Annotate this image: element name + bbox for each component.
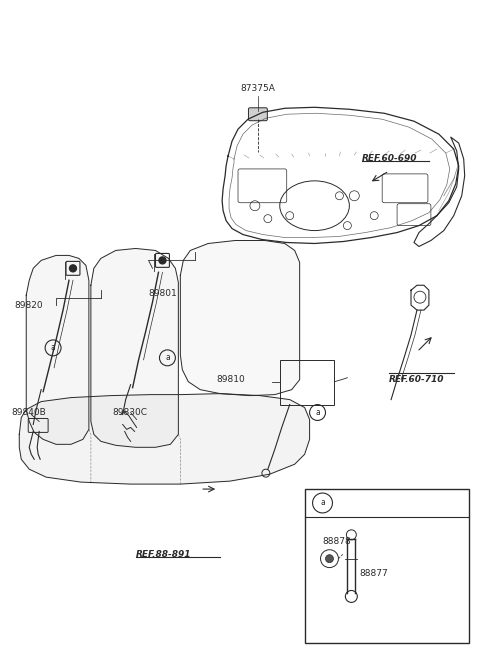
Text: REF.60-690: REF.60-690 [362,154,418,163]
Circle shape [325,555,334,562]
Text: 89801: 89801 [148,288,177,298]
Text: 89820: 89820 [14,301,43,309]
Text: 89830C: 89830C [113,408,148,417]
Text: a: a [320,499,325,507]
Text: 87375A: 87375A [240,84,276,93]
Text: REF.88-891: REF.88-891 [136,550,191,558]
Text: REF.60-710: REF.60-710 [389,374,444,384]
Bar [305,489,468,643]
Polygon shape [180,240,300,396]
Text: a: a [51,344,56,352]
Polygon shape [91,248,179,447]
Text: 88877: 88877 [360,569,388,578]
Text: 89840B: 89840B [12,408,46,417]
Text: a: a [165,353,170,362]
Bar [280,360,335,405]
Polygon shape [19,394,310,484]
Text: a: a [315,408,320,417]
Text: 89810: 89810 [216,375,245,384]
Polygon shape [26,256,89,444]
FancyBboxPatch shape [249,108,267,121]
Circle shape [70,265,76,272]
Text: 88878: 88878 [323,537,351,546]
Circle shape [159,257,166,264]
